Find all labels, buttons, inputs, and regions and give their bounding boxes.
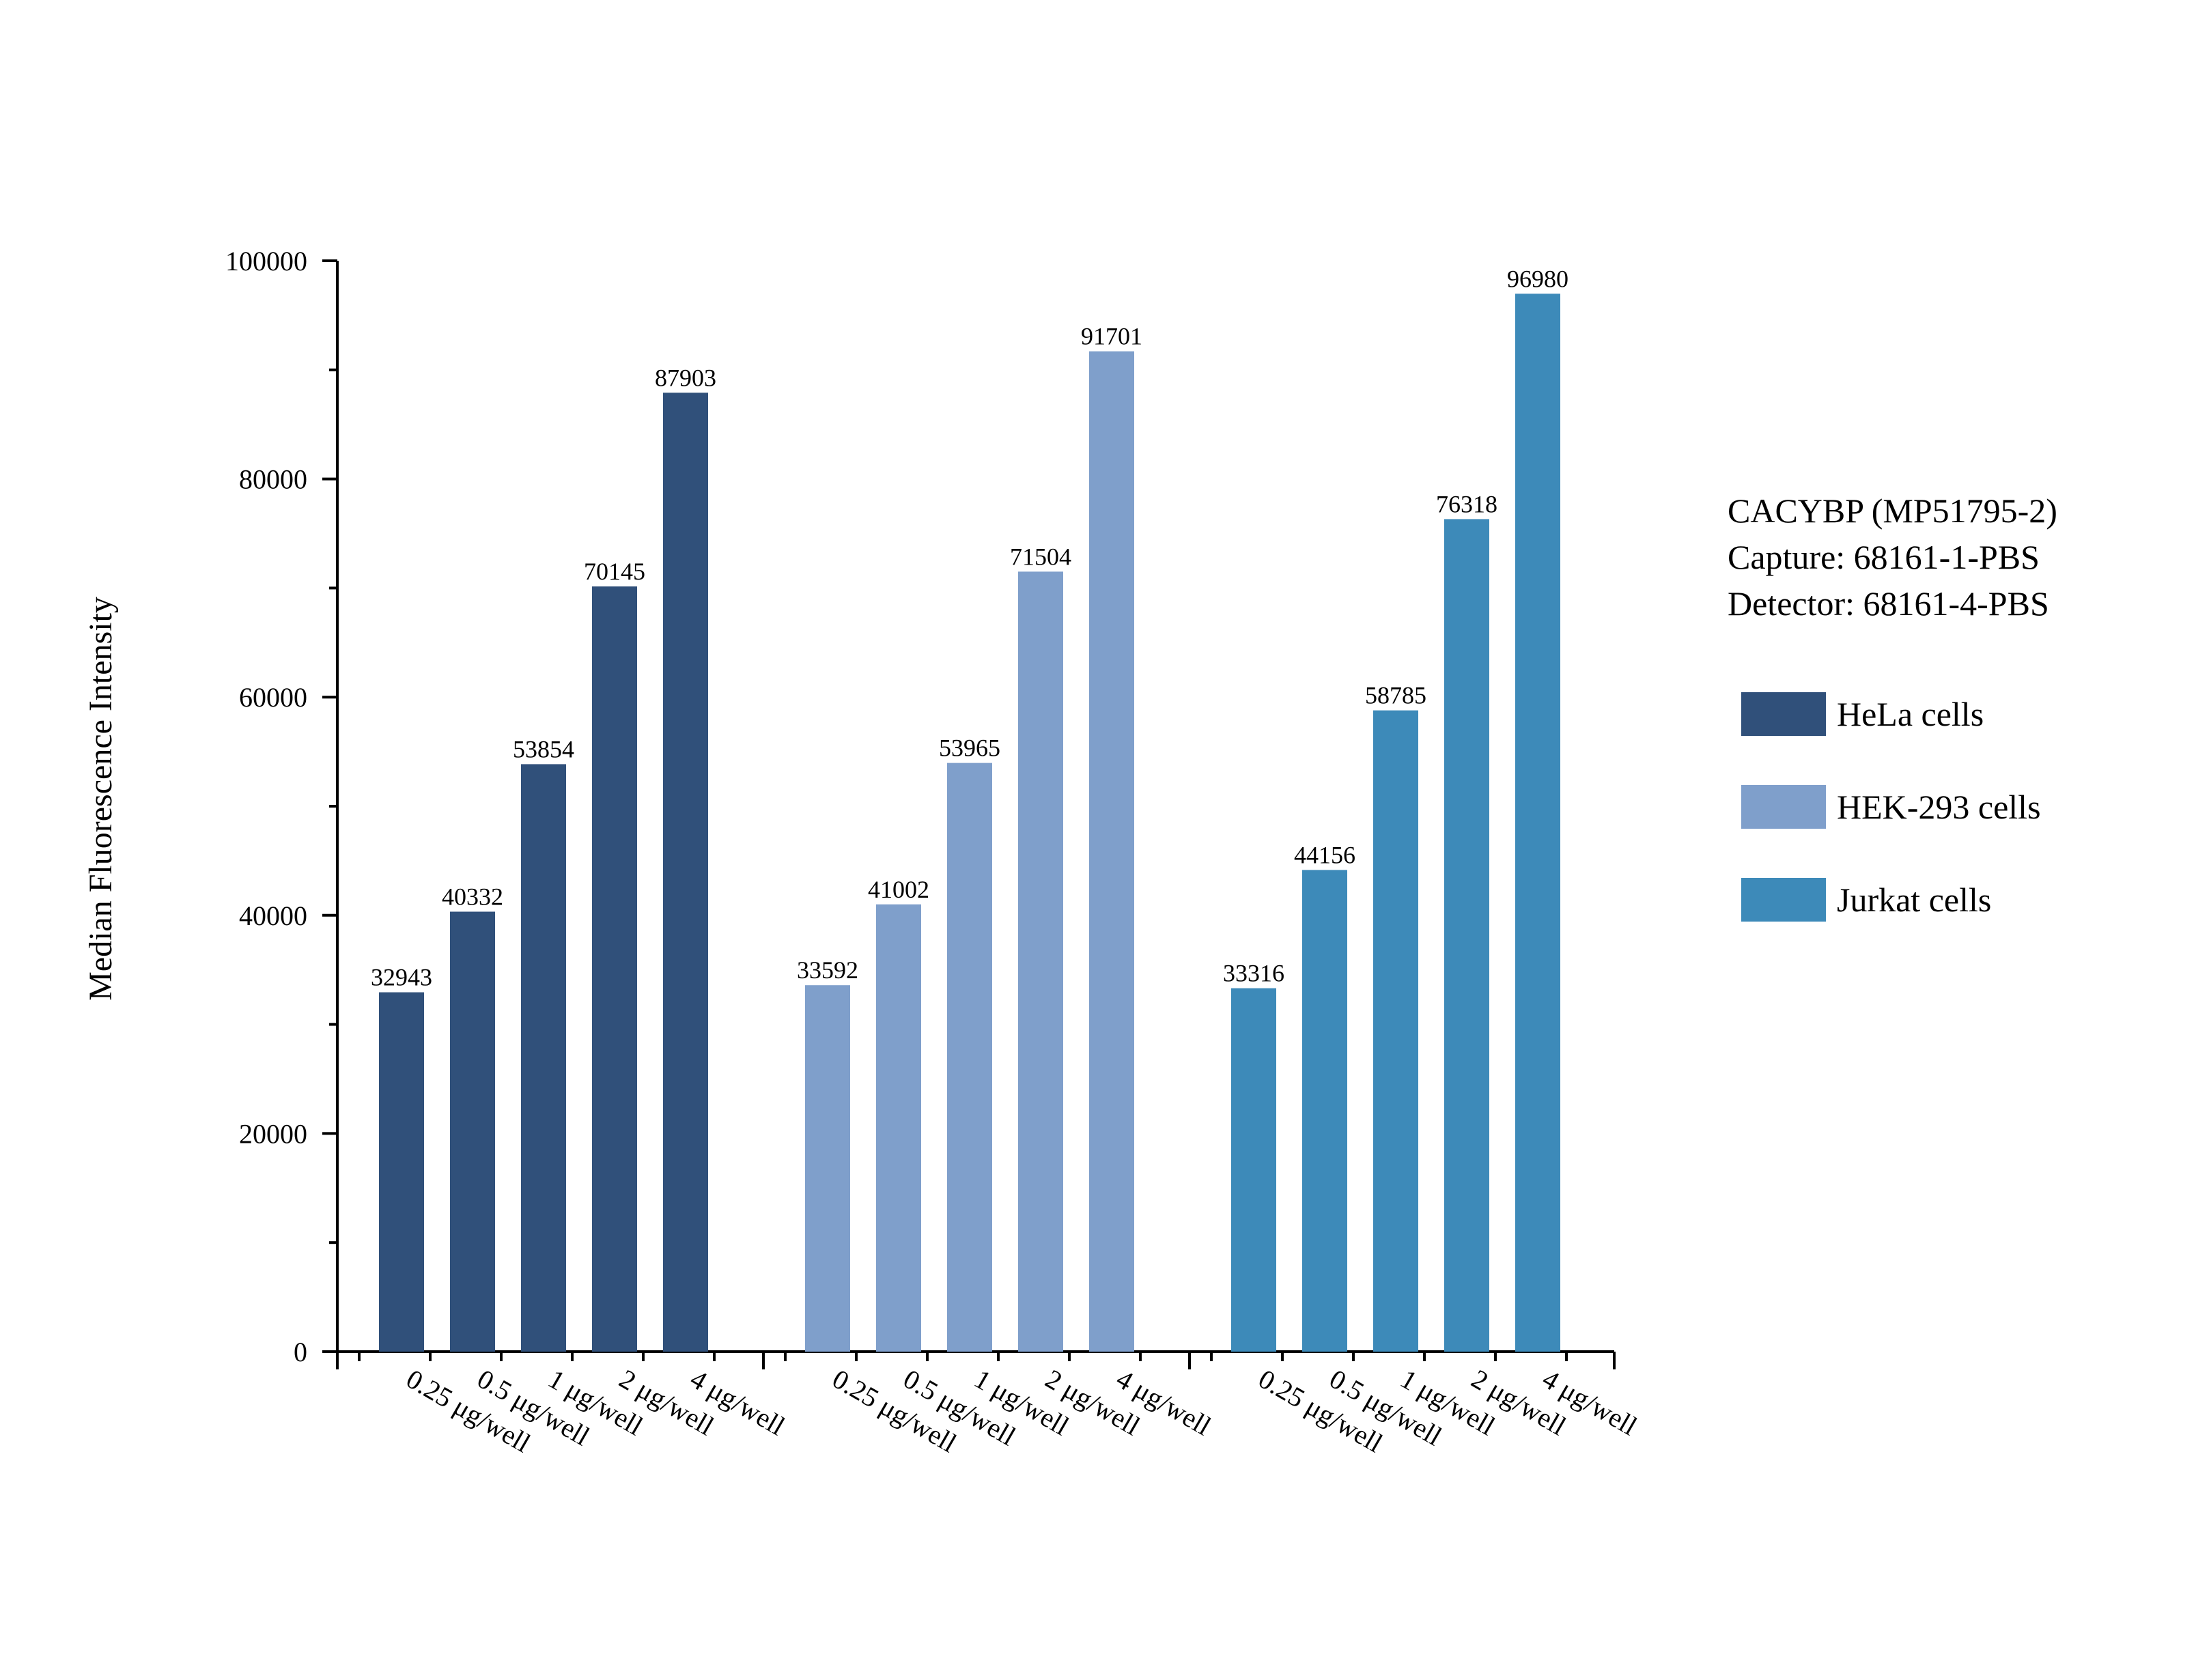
info-capture: Capture: 68161-1-PBS — [1728, 538, 2040, 576]
data-labels: 32943 40332 53854 70145 87903 33592 41002 53965… — [371, 265, 1568, 991]
y-tick-label: 60000 — [239, 682, 307, 713]
data-label: 33592 — [797, 956, 858, 984]
bar — [1444, 519, 1489, 1352]
bar — [663, 393, 708, 1352]
data-label: 44156 — [1294, 841, 1355, 868]
data-label: 87903 — [655, 364, 716, 391]
bar — [1231, 988, 1276, 1352]
data-label: 76318 — [1436, 490, 1497, 517]
y-tick-label: 80000 — [239, 464, 307, 495]
legend-label-jurkat: Jurkat cells — [1837, 881, 1992, 919]
legend-label-hek293: HEK-293 cells — [1837, 788, 2041, 826]
legend-panel: CACYBP (MP51795-2) Capture: 68161-1-PBS … — [1728, 487, 2178, 971]
data-label: 91701 — [1081, 323, 1142, 350]
legend: HeLa cells HEK-293 cells Jurkat cells — [1728, 692, 2178, 923]
y-tick-label: 100000 — [225, 246, 307, 276]
data-label: 41002 — [868, 876, 929, 903]
data-label: 53854 — [513, 735, 574, 763]
bar — [1089, 351, 1134, 1352]
y-axis-label: Median Fluorescence Intensity — [83, 597, 119, 1001]
y-tick-label: 40000 — [239, 900, 307, 931]
data-label: 70145 — [584, 558, 645, 585]
legend-item-hek293: HEK-293 cells — [1728, 785, 2178, 830]
bar — [876, 904, 921, 1352]
bar — [947, 763, 992, 1352]
bar — [1373, 710, 1418, 1352]
legend-label-hela: HeLa cells — [1837, 695, 1984, 733]
bars — [379, 294, 1560, 1352]
bar — [1018, 571, 1063, 1352]
y-tick-label: 0 — [294, 1337, 307, 1367]
y-tick-label: 20000 — [239, 1118, 307, 1149]
bar — [805, 985, 850, 1352]
data-label: 40332 — [442, 883, 503, 910]
bar — [379, 992, 424, 1352]
legend-swatch-hela — [1741, 692, 1826, 736]
data-label: 32943 — [371, 964, 432, 991]
legend-swatch-hek293 — [1741, 785, 1826, 829]
bar — [1302, 870, 1347, 1352]
data-label: 71504 — [1010, 543, 1071, 570]
legend-item-jurkat: Jurkat cells — [1728, 878, 2178, 923]
bar — [1515, 294, 1560, 1352]
info-target: CACYBP (MP51795-2) — [1728, 492, 2057, 530]
bar — [592, 586, 637, 1352]
bar — [521, 764, 566, 1352]
legend-swatch-jurkat — [1741, 878, 1826, 922]
info-detector: Detector: 68161-4-PBS — [1728, 584, 2049, 623]
bar — [450, 911, 495, 1352]
data-label: 58785 — [1365, 682, 1426, 709]
legend-item-hela: HeLa cells — [1728, 692, 2178, 737]
data-label: 96980 — [1507, 265, 1568, 292]
data-label: 53965 — [939, 735, 1000, 762]
data-label: 33316 — [1223, 960, 1284, 987]
